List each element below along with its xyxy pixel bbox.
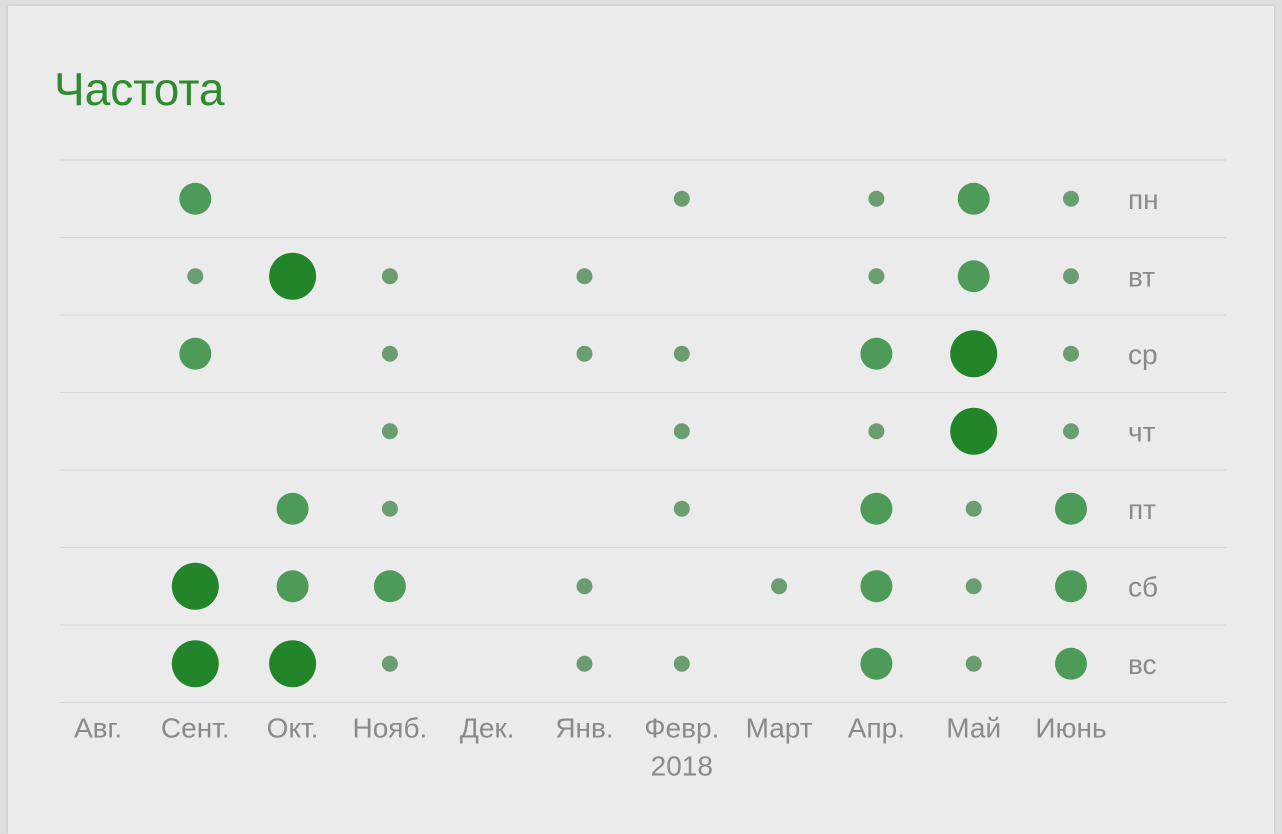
- data-point[interactable]: [965, 578, 982, 595]
- data-point[interactable]: [771, 578, 788, 595]
- x-tick-label: Сент.: [161, 713, 230, 744]
- data-point[interactable]: [171, 640, 219, 688]
- data-point[interactable]: [576, 655, 593, 672]
- data-point[interactable]: [576, 345, 593, 362]
- data-point[interactable]: [381, 345, 398, 362]
- data-point[interactable]: [868, 190, 885, 207]
- y-tick-label: вс: [1128, 649, 1157, 680]
- data-point[interactable]: [1063, 345, 1079, 362]
- data-point[interactable]: [269, 252, 317, 300]
- data-point[interactable]: [673, 500, 690, 517]
- data-point[interactable]: [171, 562, 219, 610]
- data-point[interactable]: [276, 492, 309, 525]
- data-point[interactable]: [276, 570, 309, 603]
- data-point[interactable]: [381, 423, 398, 440]
- data-point[interactable]: [673, 190, 690, 207]
- x-tick-label: Февр.: [644, 713, 719, 744]
- data-point[interactable]: [179, 337, 212, 370]
- x-tick-label: Март: [746, 713, 813, 744]
- data-point[interactable]: [1055, 647, 1087, 680]
- data-point[interactable]: [860, 647, 893, 680]
- data-point[interactable]: [179, 182, 212, 215]
- x-tick-label: Янв.: [555, 713, 613, 744]
- data-point[interactable]: [860, 570, 893, 603]
- data-point[interactable]: [957, 260, 990, 293]
- data-point[interactable]: [868, 423, 885, 440]
- data-point[interactable]: [1063, 190, 1079, 207]
- data-point[interactable]: [187, 268, 204, 285]
- data-point[interactable]: [860, 337, 893, 370]
- data-point[interactable]: [673, 345, 690, 362]
- y-tick-label: чт: [1128, 416, 1156, 447]
- chart-title: Частота: [54, 63, 225, 115]
- data-point[interactable]: [957, 182, 990, 215]
- data-point[interactable]: [950, 407, 998, 455]
- x-tick-label: Нояб.: [353, 713, 428, 744]
- data-point[interactable]: [673, 655, 690, 672]
- y-tick-label: сб: [1128, 571, 1158, 602]
- y-tick-label: вт: [1128, 261, 1155, 292]
- data-point[interactable]: [576, 578, 593, 595]
- data-point[interactable]: [868, 268, 885, 285]
- data-point[interactable]: [269, 640, 317, 688]
- data-point[interactable]: [1063, 423, 1079, 440]
- x-tick-label: Июнь: [1035, 713, 1106, 744]
- y-tick-label: ср: [1128, 339, 1158, 370]
- data-point[interactable]: [1055, 492, 1087, 525]
- x-year-label: 2018: [651, 751, 713, 782]
- frequency-card: [8, 6, 1274, 834]
- data-point[interactable]: [373, 570, 406, 603]
- y-tick-label: пн: [1128, 184, 1159, 215]
- data-point[interactable]: [673, 423, 690, 440]
- data-point[interactable]: [381, 500, 398, 517]
- data-point[interactable]: [381, 268, 398, 285]
- x-tick-label: Авг.: [74, 713, 122, 744]
- x-tick-label: Окт.: [267, 713, 319, 744]
- data-point[interactable]: [1063, 268, 1079, 285]
- x-tick-label: Апр.: [848, 713, 905, 744]
- data-point[interactable]: [965, 500, 982, 517]
- x-tick-label: Май: [946, 713, 1001, 744]
- data-point[interactable]: [1055, 570, 1087, 603]
- data-point[interactable]: [860, 492, 893, 525]
- y-tick-label: пт: [1128, 494, 1156, 525]
- data-point[interactable]: [576, 268, 593, 285]
- x-tick-label: Дек.: [460, 713, 515, 744]
- data-point[interactable]: [381, 655, 398, 672]
- data-point[interactable]: [965, 655, 982, 672]
- data-point[interactable]: [950, 330, 998, 378]
